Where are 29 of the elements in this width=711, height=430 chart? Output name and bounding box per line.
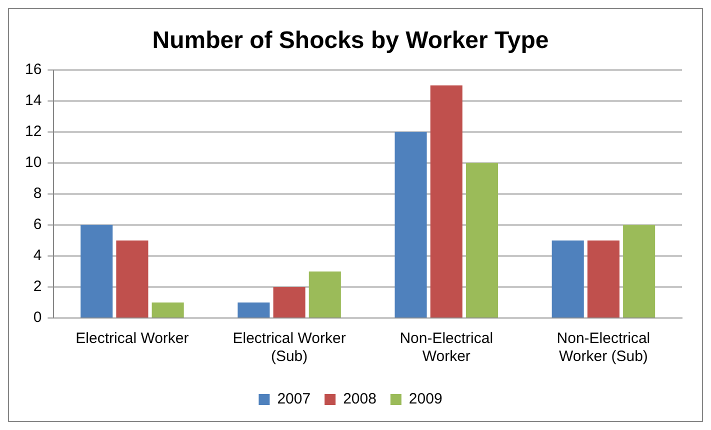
- bar: [80, 224, 113, 318]
- bar: [152, 302, 184, 318]
- bar: [116, 240, 148, 318]
- bar: [430, 85, 462, 318]
- bar: [238, 302, 270, 318]
- y-tick-label: 6: [33, 216, 42, 234]
- y-tick-label: 0: [33, 309, 42, 326]
- legend-label: 2007: [277, 390, 311, 408]
- bar: [394, 132, 427, 318]
- bar: [623, 224, 656, 318]
- y-tick-label: 4: [33, 247, 42, 264]
- y-tick-label: 16: [24, 60, 42, 78]
- bar: [308, 271, 341, 318]
- y-tick-label: 8: [33, 185, 42, 202]
- bar: [466, 162, 498, 318]
- bar: [552, 240, 584, 318]
- x-tick-label: Electrical Worker (Sub): [232, 330, 346, 366]
- x-tick-label: Non-Electrical Worker: [400, 330, 494, 366]
- bar: [587, 240, 620, 318]
- bar: [273, 286, 306, 318]
- y-tick-label: 12: [24, 122, 42, 140]
- legend-label: 2009: [408, 390, 442, 408]
- y-tick-label: 10: [24, 154, 42, 172]
- chart-title: Number of Shocks by Worker Type: [152, 27, 549, 54]
- y-tick-label: 2: [33, 278, 42, 296]
- y-tick-label: 14: [24, 92, 42, 109]
- legend-label: 2008: [343, 390, 376, 408]
- x-tick-label: Electrical Worker: [76, 330, 189, 348]
- x-tick-label: Non-Electrical Worker (Sub): [556, 330, 650, 366]
